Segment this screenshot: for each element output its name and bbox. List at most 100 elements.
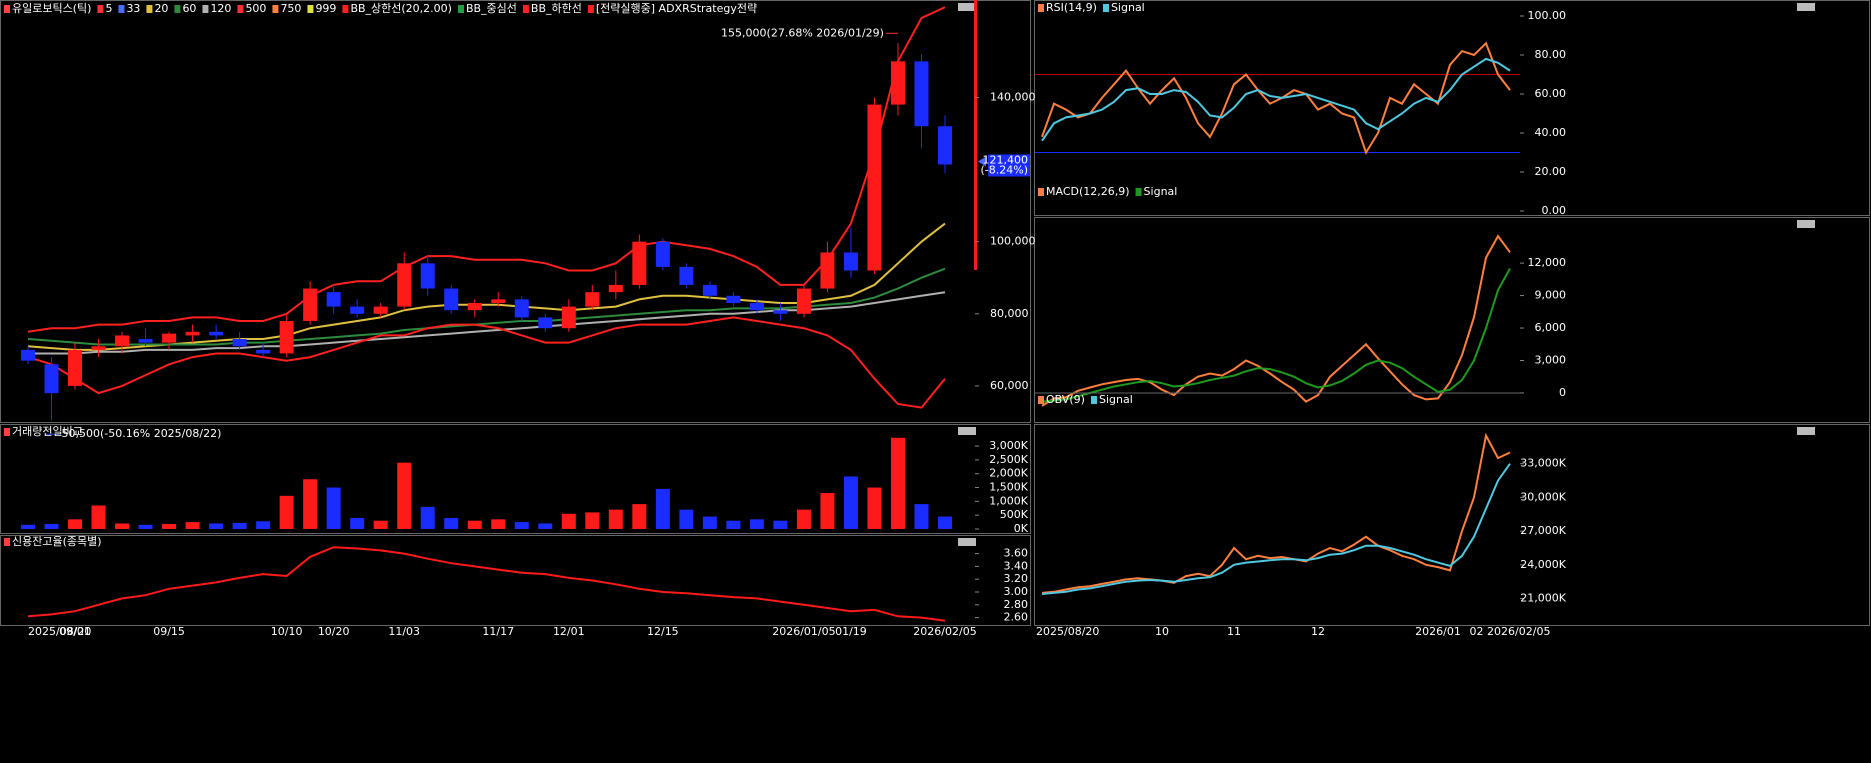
legend-swatch — [522, 5, 529, 13]
y-tick-label: 1,500K — [989, 481, 1028, 494]
volume-bar — [679, 509, 694, 529]
x-tick-label: 12/01 — [553, 625, 585, 638]
legend-swatch — [1102, 4, 1109, 12]
candle-body — [397, 263, 412, 307]
volume-bar — [914, 504, 929, 529]
x-tick-label: 02 2026/02/05 — [1470, 625, 1551, 638]
legend-label: 120 — [210, 2, 231, 15]
x-tick-label: 09/15 — [153, 625, 185, 638]
y-tick-label: 27,000K — [1520, 524, 1566, 537]
panel-buttons — [958, 3, 1815, 546]
volume-bar — [397, 462, 412, 529]
legend-swatch — [1038, 188, 1044, 196]
legend-label: 750 — [280, 2, 301, 15]
legend-label: RSI(14,9) — [1046, 1, 1097, 14]
legend-label: 60 — [182, 2, 196, 15]
indicator-line — [27, 316, 946, 409]
legend-swatch — [457, 5, 464, 13]
legend-swatch — [202, 5, 209, 13]
panel-button[interactable] — [1797, 220, 1815, 228]
volume-bar — [843, 476, 858, 529]
candle-body — [185, 331, 200, 336]
volume-bar — [420, 506, 435, 529]
volume-bar — [702, 516, 717, 529]
legend-swatch — [4, 428, 10, 436]
x-tick-label: 10 — [1155, 625, 1169, 638]
panel-button[interactable] — [958, 427, 976, 435]
y-tick-label: 60,000 — [990, 379, 1029, 392]
legend-swatch — [97, 5, 104, 13]
candle-body — [702, 284, 717, 296]
legend-swatch — [1038, 396, 1044, 404]
volume-bar — [890, 437, 905, 529]
legend-label: OBV(9) — [1046, 393, 1085, 406]
candle-body — [303, 288, 318, 322]
x-tick-label: 11 — [1227, 625, 1241, 638]
candle-body — [420, 263, 435, 289]
oscillator-line — [1041, 432, 1511, 594]
macd-panel — [1034, 217, 1870, 423]
panel-button[interactable] — [1797, 427, 1815, 435]
candle-body — [561, 306, 576, 329]
volume-bar — [538, 523, 553, 529]
volume-bar — [68, 519, 83, 529]
candle-body — [726, 295, 741, 303]
volume-bar — [21, 524, 35, 529]
legend-label: BB_상한선(20,2.00) — [350, 2, 452, 15]
y-tick-label: 33,000K — [1520, 457, 1566, 470]
legend-label: Signal — [1144, 185, 1178, 198]
credit-line — [27, 546, 946, 622]
y-tick-label: 3.60 — [1004, 547, 1029, 560]
legend-label: 거래량전일비교 — [12, 424, 83, 438]
volume-bar — [467, 520, 482, 529]
candle-body — [632, 241, 647, 285]
candle-body — [938, 126, 952, 165]
x-tick-label: 10/10 — [271, 625, 303, 638]
y-tick-label: 2,000K — [989, 467, 1028, 480]
y-tick-label: 2.80 — [1004, 598, 1029, 611]
volume-bar — [491, 519, 506, 529]
panel-button[interactable] — [958, 538, 976, 546]
x-tick-label: 01/19 — [835, 625, 867, 638]
candle-body — [749, 302, 764, 311]
legend-swatch — [174, 5, 181, 13]
y-tick-label: 2,500K — [989, 453, 1028, 466]
candle-body — [843, 252, 858, 271]
candle-body — [585, 292, 600, 307]
legend-swatch — [1090, 396, 1097, 404]
candle-body — [608, 284, 623, 293]
volume-bar — [209, 523, 224, 529]
current-price-arrow — [978, 156, 986, 167]
volume-bar — [938, 516, 952, 529]
x-tick-label: 2026/02/05 — [913, 625, 976, 638]
legend-label: 999 — [315, 2, 336, 15]
panel-button[interactable] — [1797, 3, 1815, 11]
y-tick-label: 1,000K — [989, 494, 1028, 507]
oscillator-line — [1041, 463, 1511, 595]
legend-label: [전략실행중] ADXRStrategy전략 — [596, 2, 757, 15]
volume-bar — [773, 520, 788, 529]
x-tick-label: 2026/01/05 — [772, 625, 835, 638]
candle-body — [773, 310, 788, 314]
y-tick-label: 12,000 — [1528, 256, 1567, 269]
volume-bar — [655, 488, 670, 529]
legend-swatch — [118, 5, 125, 13]
indicator-line — [27, 267, 946, 346]
y-tick-label: 3,000 — [1535, 353, 1567, 366]
indicator-line — [27, 6, 946, 333]
candle-body — [491, 299, 506, 303]
legend-label: BB_하한선 — [531, 1, 582, 15]
legend-label: 유일로보틱스(틱) — [12, 1, 91, 15]
x-tick-label: 10/20 — [318, 625, 350, 638]
current-change: (-8.24%) — [981, 163, 1029, 176]
panel-button[interactable] — [958, 3, 976, 11]
volume-bar — [608, 509, 623, 529]
x-tick-label: 2025/08/20 — [1036, 625, 1099, 638]
legend-swatch — [342, 5, 349, 13]
volume-bar — [561, 513, 576, 529]
volume-bar — [749, 519, 764, 529]
legend-label: Signal — [1099, 393, 1133, 406]
candle-body — [444, 288, 459, 311]
volume-bar — [632, 504, 647, 529]
